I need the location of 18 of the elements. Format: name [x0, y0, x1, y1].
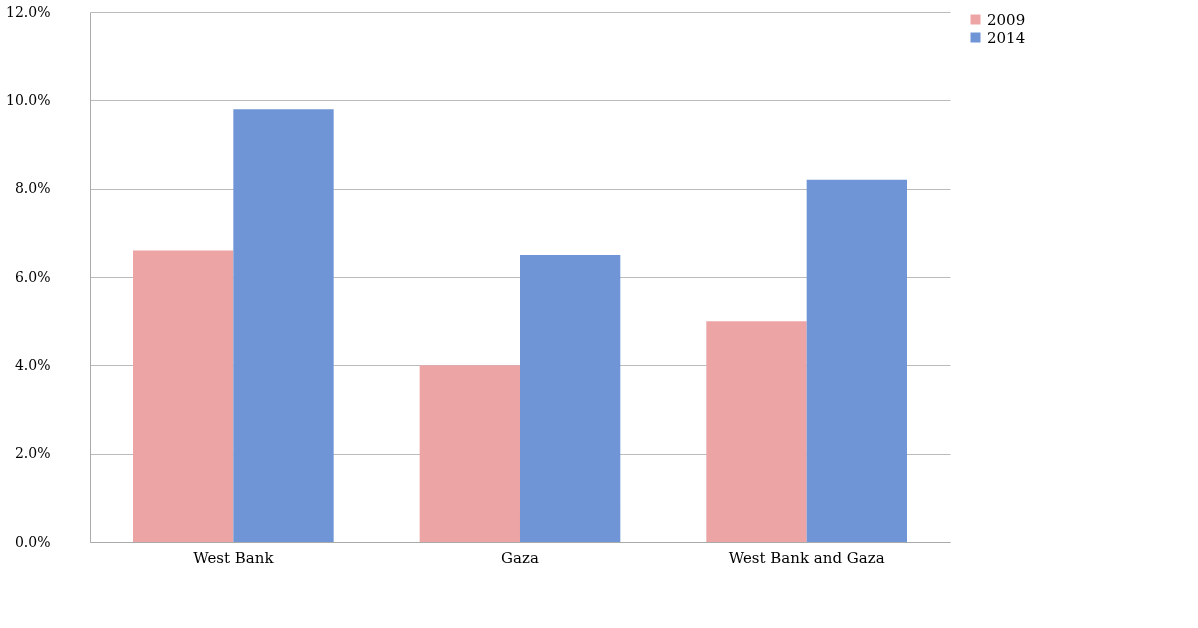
bar [520, 254, 621, 542]
x-tick-label: West Bank [193, 548, 275, 567]
bar [706, 321, 807, 542]
x-tick-label: West Bank and Gaza [728, 548, 885, 567]
y-tick-label: 6.0% [14, 268, 51, 285]
y-tick-label: 8.0% [14, 180, 51, 197]
y-tick-label: 10.0% [6, 91, 51, 108]
bar [806, 179, 907, 542]
bar [133, 250, 234, 542]
y-tick-label: 12.0% [6, 3, 51, 20]
y-tick-label: 0.0% [14, 533, 51, 550]
legend-label: 2014 [987, 28, 1026, 47]
y-tick-label: 2.0% [14, 445, 51, 462]
legend-label: 2009 [987, 10, 1026, 29]
y-tick-label: 4.0% [14, 356, 51, 373]
bar [233, 109, 334, 542]
x-tick-label: Gaza [501, 548, 539, 567]
bar [419, 365, 520, 542]
